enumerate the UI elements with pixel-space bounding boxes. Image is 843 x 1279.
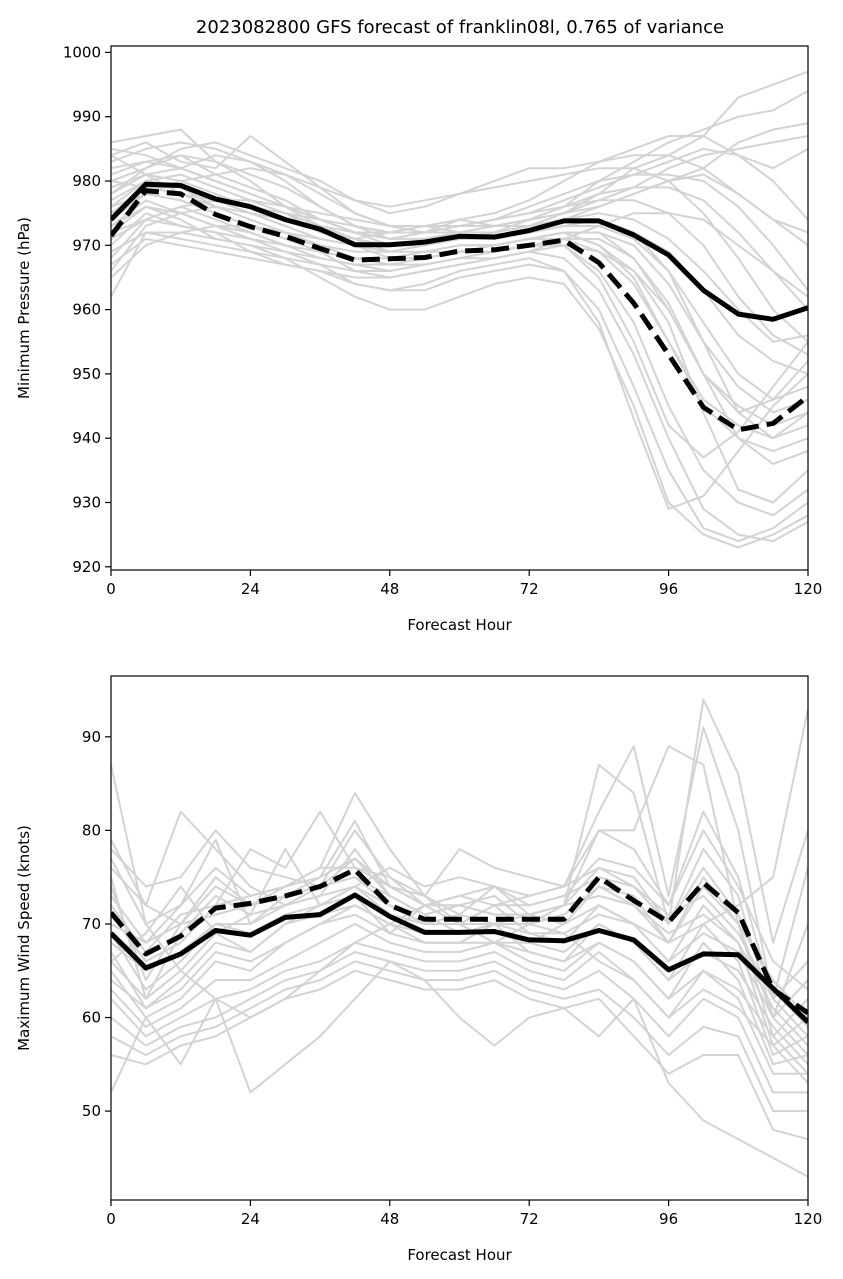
pressure-dashed-series-line xyxy=(111,188,808,433)
pressure-xtick-label-72: 72 xyxy=(520,580,539,598)
pressure-ytick-label-980: 980 xyxy=(72,172,101,190)
pressure-xtick-label-0: 0 xyxy=(106,580,116,598)
wind-xtick-label-96: 96 xyxy=(659,1210,678,1228)
pressure-plot-area xyxy=(111,70,808,549)
pressure-xtick-label-120: 120 xyxy=(794,580,823,598)
pressure-ytick-label-990: 990 xyxy=(72,108,101,126)
wind-ytick-label-60: 60 xyxy=(82,1009,101,1027)
wind-yaxis-label: Maximum Wind Speed (knots) xyxy=(15,825,33,1051)
wind-xtick-label-72: 72 xyxy=(520,1210,539,1228)
pressure-member-line-2 xyxy=(111,70,808,234)
pressure-ytick-label-970: 970 xyxy=(72,236,101,254)
wind-panel: 0 24 48 72 96 120 50 60 70 80 90 Forecast Hour Maxim… xyxy=(15,675,823,1264)
wind-member-line-4 xyxy=(111,745,808,1019)
pressure-member-line-22 xyxy=(111,218,808,414)
wind-member-line-16 xyxy=(111,876,808,1019)
pressure-ytick-label-950: 950 xyxy=(72,365,101,383)
wind-dashed-series-line xyxy=(111,867,808,1015)
wind-solid-series-line xyxy=(111,892,808,1024)
wind-member-line-12 xyxy=(111,951,808,1094)
pressure-xaxis-label: Forecast Hour xyxy=(407,616,512,634)
pressure-ytick-label-1000: 1000 xyxy=(63,43,101,61)
wind-member-line-7 xyxy=(111,857,808,1038)
pressure-member-line-14 xyxy=(111,212,808,298)
wind-ytick-label-90: 90 xyxy=(82,728,101,746)
pressure-xtick-label-48: 48 xyxy=(380,580,399,598)
pressure-member-line-23 xyxy=(111,231,808,465)
pressure-ytick-label-930: 930 xyxy=(72,493,101,511)
pressure-xtick-label-24: 24 xyxy=(241,580,260,598)
wind-member-line-24 xyxy=(111,848,808,1084)
pressure-solid-series-line xyxy=(111,181,808,322)
wind-member-line-11 xyxy=(111,941,808,1075)
pressure-member-line-16 xyxy=(111,135,808,227)
wind-xtick-label-0: 0 xyxy=(106,1210,116,1228)
wind-member-line-23 xyxy=(111,829,808,991)
pressure-axes-frame xyxy=(110,45,809,571)
wind-xtick-label-24: 24 xyxy=(241,1210,260,1228)
wind-ytick-label-70: 70 xyxy=(82,915,101,933)
wind-xtick-label-48: 48 xyxy=(380,1210,399,1228)
pressure-member-line-11 xyxy=(111,212,808,510)
wind-member-line-6 xyxy=(111,810,808,1019)
pressure-member-line-18 xyxy=(111,167,808,356)
pressure-member-line-25 xyxy=(111,135,808,234)
wind-axes-frame xyxy=(110,675,809,1201)
wind-member-line-13 xyxy=(111,960,808,1113)
wind-member-line-15 xyxy=(111,960,808,1178)
pressure-ytick-label-960: 960 xyxy=(72,301,101,319)
wind-member-line-10 xyxy=(111,923,808,1066)
pressure-xtick-label-96: 96 xyxy=(659,580,678,598)
pressure-ytick-label-940: 940 xyxy=(72,429,101,447)
pressure-yaxis-label: Minimum Pressure (hPa) xyxy=(15,217,33,399)
wind-ytick-label-80: 80 xyxy=(82,821,101,839)
pressure-ytick-label-920: 920 xyxy=(72,558,101,576)
wind-member-line-22 xyxy=(111,913,808,1075)
pressure-member-line-30 xyxy=(111,167,808,343)
wind-member-line-18 xyxy=(111,866,808,1037)
wind-xaxis-label: Forecast Hour xyxy=(407,1246,512,1264)
wind-ytick-label-50: 50 xyxy=(82,1102,101,1120)
wind-xtick-label-120: 120 xyxy=(794,1210,823,1228)
pressure-member-line-20 xyxy=(111,192,808,440)
pressure-member-line-9 xyxy=(111,199,808,543)
pressure-member-line-28 xyxy=(111,212,808,343)
wind-plot-area xyxy=(111,698,808,1178)
chart-title: 2023082800 GFS forecast of franklin08l, … xyxy=(196,17,724,38)
wind-member-line-14 xyxy=(111,969,808,1141)
pressure-panel: 0 24 48 72 96 120 920 930 940 950 960 970 980 990 1000… xyxy=(15,43,822,634)
pressure-member-line-24 xyxy=(111,237,808,504)
